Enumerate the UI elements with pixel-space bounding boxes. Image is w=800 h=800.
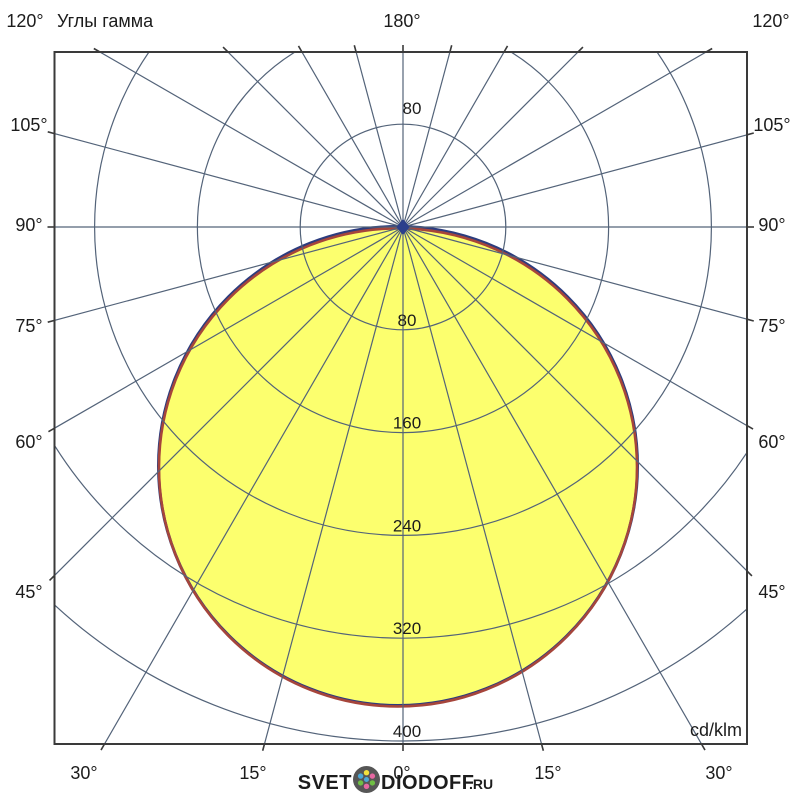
watermark-logo-dot xyxy=(369,780,376,786)
axis-labels-layer: 80 80 160 240 320 400 105° 105° 90° 90° 75° 75° 60° 6… xyxy=(10,99,790,783)
watermark-logo-dot xyxy=(369,773,376,779)
gamma-angle-label-right: 45° xyxy=(758,582,785,602)
border-tick-layer xyxy=(47,45,754,751)
intensity-curve-fill xyxy=(158,227,638,706)
radial-value-label: 240 xyxy=(393,516,421,535)
angular-grid-line xyxy=(55,226,404,576)
angular-grid-line xyxy=(402,53,505,228)
angular-grid-line xyxy=(301,53,404,228)
grid-border-tick xyxy=(100,743,106,751)
radial-value-label: 400 xyxy=(393,722,421,741)
gamma-angle-label-bottom: 15° xyxy=(239,763,266,783)
gamma-angle-label-left: 75° xyxy=(15,316,42,336)
intensity-curve-fill-layer xyxy=(158,227,638,706)
grid-border-tick xyxy=(449,45,453,53)
angular-grid-line xyxy=(264,226,404,743)
angular-grid-line xyxy=(402,53,451,228)
watermark-logo-dot xyxy=(357,773,364,779)
watermark-logo-icon xyxy=(353,766,380,793)
corner-angle-label-top-right: 120° xyxy=(752,11,789,31)
grid-border-tick xyxy=(746,424,754,430)
grid-border-tick xyxy=(47,319,55,323)
polar-grid-layer xyxy=(55,53,746,743)
angular-grid-line xyxy=(402,226,746,571)
watermark-text-right: DIODOFF xyxy=(381,772,475,794)
gamma-angle-label-right: 105° xyxy=(753,115,790,135)
corner-angle-label-top-left: 120° xyxy=(6,11,43,31)
radial-value-label: 320 xyxy=(393,619,421,638)
watermark-logo-dot xyxy=(363,770,370,776)
grid-border-tick xyxy=(540,743,545,751)
top-angle-label: 180° xyxy=(383,11,420,31)
angular-grid-line xyxy=(402,53,706,228)
angular-grid-line xyxy=(55,226,404,321)
gamma-angle-label-left: 60° xyxy=(15,432,42,452)
angular-grid-line xyxy=(55,226,404,429)
watermark-logo-dot xyxy=(363,783,370,789)
center-marker-layer xyxy=(396,219,410,235)
grid-border-tick xyxy=(297,45,303,53)
grid-border-tick xyxy=(746,132,754,136)
grid-border-tick xyxy=(503,45,509,53)
angular-grid-line xyxy=(355,53,404,228)
plot-border xyxy=(53,51,748,745)
radial-value-label: 160 xyxy=(393,414,421,433)
grid-border-tick xyxy=(47,131,55,135)
gamma-angle-label-right: 60° xyxy=(758,432,785,452)
unit-label: cd/klm xyxy=(690,720,742,740)
radial-value-label-top: 80 xyxy=(403,99,422,118)
grid-border-tick xyxy=(700,743,706,751)
watermark-text-left: SVET xyxy=(298,772,352,794)
angular-grid-line xyxy=(402,226,746,426)
grid-border-tick xyxy=(353,45,357,53)
angular-grid-line xyxy=(402,53,578,228)
gamma-angle-label-bottom: 30° xyxy=(70,763,97,783)
gamma-angle-label-bottom: 30° xyxy=(705,763,732,783)
gamma-angle-label-right: 75° xyxy=(758,316,785,336)
angular-grid-line xyxy=(55,133,404,228)
gamma-angle-label-left: 90° xyxy=(15,215,42,235)
gamma-angle-label-bottom: 0° xyxy=(393,763,410,783)
grid-border-tick xyxy=(261,743,266,751)
angular-grid-line xyxy=(228,53,404,228)
angular-grid-line xyxy=(402,134,746,228)
angular-grid-line xyxy=(100,53,404,228)
gamma-angle-label-right: 90° xyxy=(758,215,785,235)
angular-grid-line xyxy=(402,226,542,743)
grid-border-tick xyxy=(48,427,55,433)
angular-grid-line xyxy=(104,226,404,743)
watermark-logo-dot xyxy=(364,777,369,782)
grid-border-tick xyxy=(746,318,754,322)
watermark: SVET DIODOFF .RU xyxy=(298,766,493,794)
watermark-suffix: .RU xyxy=(469,776,493,792)
gamma-angle-label-left: 45° xyxy=(15,582,42,602)
gamma-angle-label-left: 105° xyxy=(10,115,47,135)
chart-title: Углы гамма xyxy=(57,11,154,31)
radial-value-label: 80 xyxy=(398,311,417,330)
center-marker-icon xyxy=(396,219,410,235)
angular-grid-line xyxy=(402,226,702,743)
gamma-angle-label-bottom: 15° xyxy=(534,763,561,783)
watermark-logo-dot xyxy=(357,780,364,786)
angular-grid-line xyxy=(402,226,746,320)
